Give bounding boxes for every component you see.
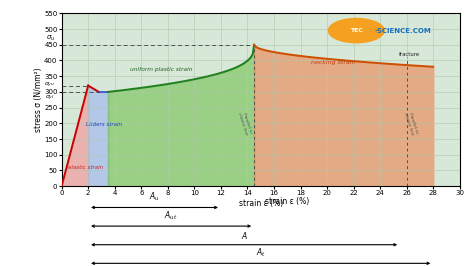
Text: TEC: TEC [350, 28, 363, 33]
Text: $\sigma_u$: $\sigma_u$ [46, 34, 55, 43]
Text: Parallel to
elastic line: Parallel to elastic line [237, 111, 253, 136]
Y-axis label: stress σ (N/mm²): stress σ (N/mm²) [34, 68, 43, 132]
Text: necking strain: necking strain [311, 60, 356, 65]
Text: uniform plastic strain: uniform plastic strain [130, 67, 192, 72]
Text: $A$: $A$ [241, 230, 247, 241]
Text: Parallel to
elastic line: Parallel to elastic line [403, 111, 419, 136]
X-axis label: strain ε (%): strain ε (%) [238, 199, 283, 208]
Text: -SCIENCE.COM: -SCIENCE.COM [374, 28, 431, 34]
Text: $\sigma_{yu}$: $\sigma_{yu}$ [44, 81, 55, 90]
Text: strain ε (%): strain ε (%) [265, 197, 310, 206]
Text: $\sigma_{yl}$: $\sigma_{yl}$ [45, 93, 55, 103]
Text: $A_u$: $A_u$ [149, 191, 160, 203]
Text: $A_{ut}$: $A_{ut}$ [164, 210, 178, 222]
Text: elastic strain: elastic strain [68, 165, 103, 170]
Text: Lüders strain: Lüders strain [85, 122, 121, 127]
Circle shape [328, 19, 384, 43]
Text: fracture: fracture [399, 52, 420, 57]
Text: $A_t$: $A_t$ [256, 247, 265, 259]
